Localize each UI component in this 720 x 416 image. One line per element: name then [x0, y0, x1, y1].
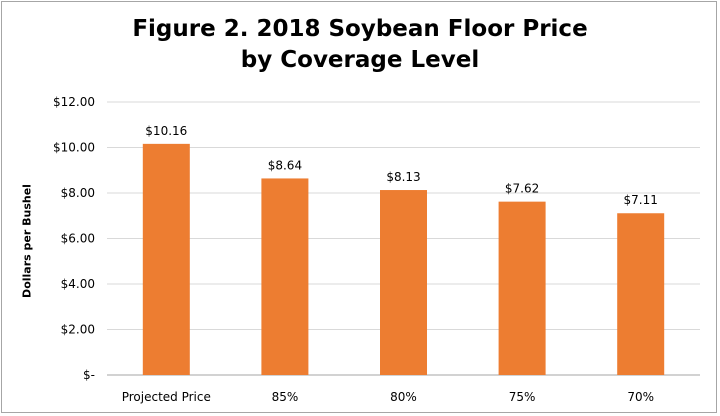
data-label: $7.62	[505, 182, 539, 196]
x-axis-ticks: Projected Price 85% 80% 75% 70%	[122, 390, 654, 404]
y-tick-label: $2.00	[61, 323, 95, 337]
bar	[261, 178, 309, 375]
x-tick-label: 75%	[509, 390, 536, 404]
x-tick-label: 70%	[627, 390, 654, 404]
y-tick-label: $12.00	[53, 95, 95, 109]
y-tick-label: $6.00	[61, 232, 95, 246]
bars	[142, 143, 665, 375]
x-tick-label: 80%	[390, 390, 417, 404]
y-tick-label: $-	[83, 368, 95, 382]
data-label: $7.11	[624, 193, 658, 207]
y-axis-ticks: $- $2.00 $4.00 $6.00 $8.00 $10.00 $12.00	[53, 95, 95, 382]
x-tick-label: 85%	[272, 390, 299, 404]
y-tick-label: $4.00	[61, 277, 95, 291]
data-label: $8.13	[386, 170, 420, 184]
x-tick-label: Projected Price	[122, 390, 211, 404]
data-labels: $10.16 $8.64 $8.13 $7.62 $7.11	[145, 124, 658, 207]
bar	[498, 201, 546, 375]
bar	[380, 190, 427, 375]
data-label: $8.64	[268, 158, 302, 172]
bar	[617, 213, 665, 375]
data-label: $10.16	[145, 124, 187, 138]
y-tick-label: $8.00	[61, 186, 95, 200]
bar	[142, 143, 190, 375]
y-tick-label: $10.00	[53, 141, 95, 155]
chart-title: Figure 2. 2018 Soybean Floor Price by Co…	[132, 16, 588, 73]
